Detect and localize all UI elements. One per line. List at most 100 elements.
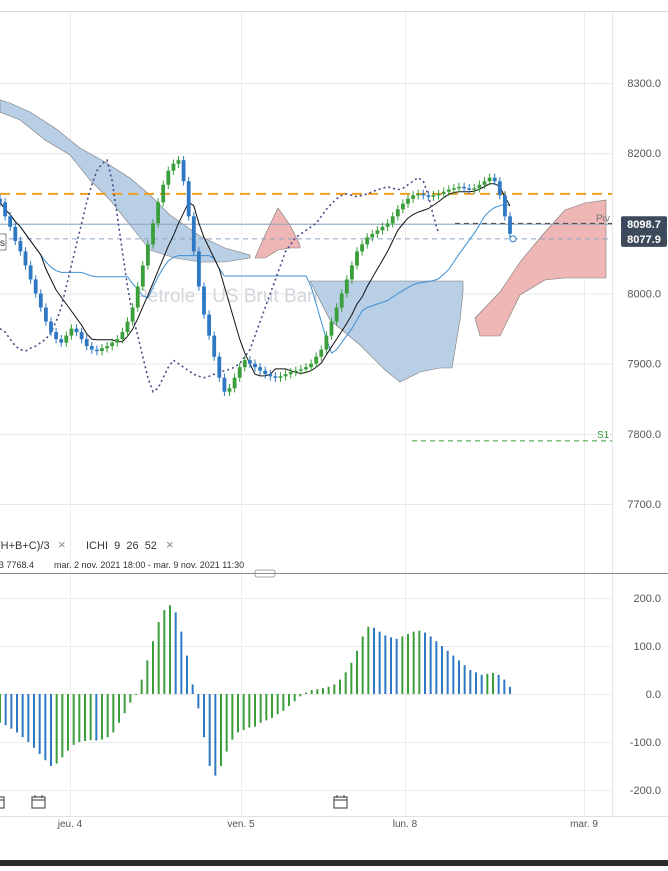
cci-bar xyxy=(123,694,126,714)
candle xyxy=(84,339,89,347)
candle xyxy=(426,195,431,197)
candle xyxy=(421,193,426,196)
candle xyxy=(288,372,293,375)
candle xyxy=(273,376,278,378)
cci-tick-label: -200.0 xyxy=(630,785,661,797)
cci-bar xyxy=(208,694,211,766)
y-tick-label: 7800.0 xyxy=(627,429,661,441)
cci-bar xyxy=(67,694,69,751)
x-tick-label: mar. 9 xyxy=(570,819,598,830)
cci-bar xyxy=(101,694,103,740)
candle xyxy=(477,184,482,189)
cci-bar xyxy=(333,684,336,694)
candle xyxy=(59,339,64,343)
cci-bar xyxy=(129,694,132,703)
cci-bar xyxy=(197,694,200,709)
y-tick-label: 7900.0 xyxy=(627,359,661,371)
tenkan-line xyxy=(0,183,511,377)
cci-bar xyxy=(163,610,166,694)
candle xyxy=(227,388,232,392)
candle xyxy=(38,293,43,308)
cci-tick-label: 100.0 xyxy=(633,641,661,653)
candle xyxy=(349,265,354,280)
cci-bar xyxy=(265,694,268,721)
candle xyxy=(380,226,385,231)
candle xyxy=(242,360,247,368)
cci-bar xyxy=(180,631,183,694)
cci-bar xyxy=(21,694,24,738)
candle xyxy=(497,181,502,196)
candle xyxy=(64,335,69,343)
ichimoku-close-icon[interactable]: × xyxy=(166,537,174,552)
cci-bar xyxy=(310,690,313,694)
cci-bar xyxy=(288,694,290,706)
cci-bar xyxy=(27,694,30,742)
candle xyxy=(140,265,145,287)
cci-bar xyxy=(259,694,262,723)
candle xyxy=(344,279,349,294)
cci-bar xyxy=(293,694,296,702)
cci-bar xyxy=(305,692,307,694)
candle xyxy=(232,377,237,389)
candle xyxy=(319,349,324,357)
cci-bar xyxy=(497,674,500,694)
y-tick-label: 8200.0 xyxy=(627,148,661,160)
cloud-bullish xyxy=(309,280,464,383)
cci-bar xyxy=(174,612,177,694)
cci-bar xyxy=(55,694,58,764)
candle xyxy=(191,216,196,252)
candle xyxy=(125,321,130,333)
cci-bar xyxy=(78,694,81,742)
candle xyxy=(202,286,206,315)
svg-text:s: s xyxy=(0,238,5,249)
bottom-bar xyxy=(0,860,668,866)
cci-bar xyxy=(395,638,398,694)
candle xyxy=(74,328,79,333)
calendar-icon[interactable] xyxy=(0,796,5,809)
candle xyxy=(49,321,53,333)
cci-bar xyxy=(106,694,109,738)
candle xyxy=(395,209,400,217)
cci-bar xyxy=(401,636,404,694)
cci-bar xyxy=(95,694,98,741)
time-axis: jeu. 4 ven. 5 lun. 8 mar. 9 xyxy=(0,795,668,830)
calendar-icon[interactable] xyxy=(31,795,46,809)
cci-bar xyxy=(140,679,143,694)
cci-bar xyxy=(503,679,506,694)
price-labels: 8098.7 8077.9 xyxy=(621,216,667,247)
candle xyxy=(375,230,380,234)
candle xyxy=(222,377,227,392)
candle xyxy=(365,237,370,245)
candle xyxy=(94,349,99,352)
cci-bar xyxy=(441,646,443,694)
calendar-icon[interactable] xyxy=(333,795,348,809)
cci-bar xyxy=(38,694,41,754)
candle xyxy=(508,216,512,234)
y-tick-label: 7700.0 xyxy=(627,499,661,511)
price-label-box xyxy=(621,216,667,233)
candle xyxy=(467,188,472,190)
candlesticks xyxy=(0,155,512,396)
cci-bar xyxy=(373,627,375,694)
date-range-label: mar. 2 nov. 2021 18:00 - mar. 9 nov. 202… xyxy=(54,560,244,570)
candle xyxy=(79,332,84,340)
cci-bar xyxy=(157,622,160,694)
typical-close-icon[interactable]: × xyxy=(58,537,66,552)
candle xyxy=(355,251,359,266)
candle xyxy=(457,186,461,189)
close-marker xyxy=(509,235,517,243)
candle xyxy=(446,189,451,192)
candle xyxy=(482,181,487,185)
cci-bar xyxy=(492,672,494,694)
candle xyxy=(451,188,456,190)
candle xyxy=(207,314,212,336)
price-label: 8077.9 xyxy=(627,234,661,246)
candle xyxy=(258,367,263,371)
candle xyxy=(171,163,176,171)
candle xyxy=(472,188,477,190)
cci-bar xyxy=(271,694,273,718)
candle xyxy=(196,251,201,287)
candle xyxy=(441,191,446,194)
candle xyxy=(487,177,492,182)
cci-bar xyxy=(225,694,228,752)
